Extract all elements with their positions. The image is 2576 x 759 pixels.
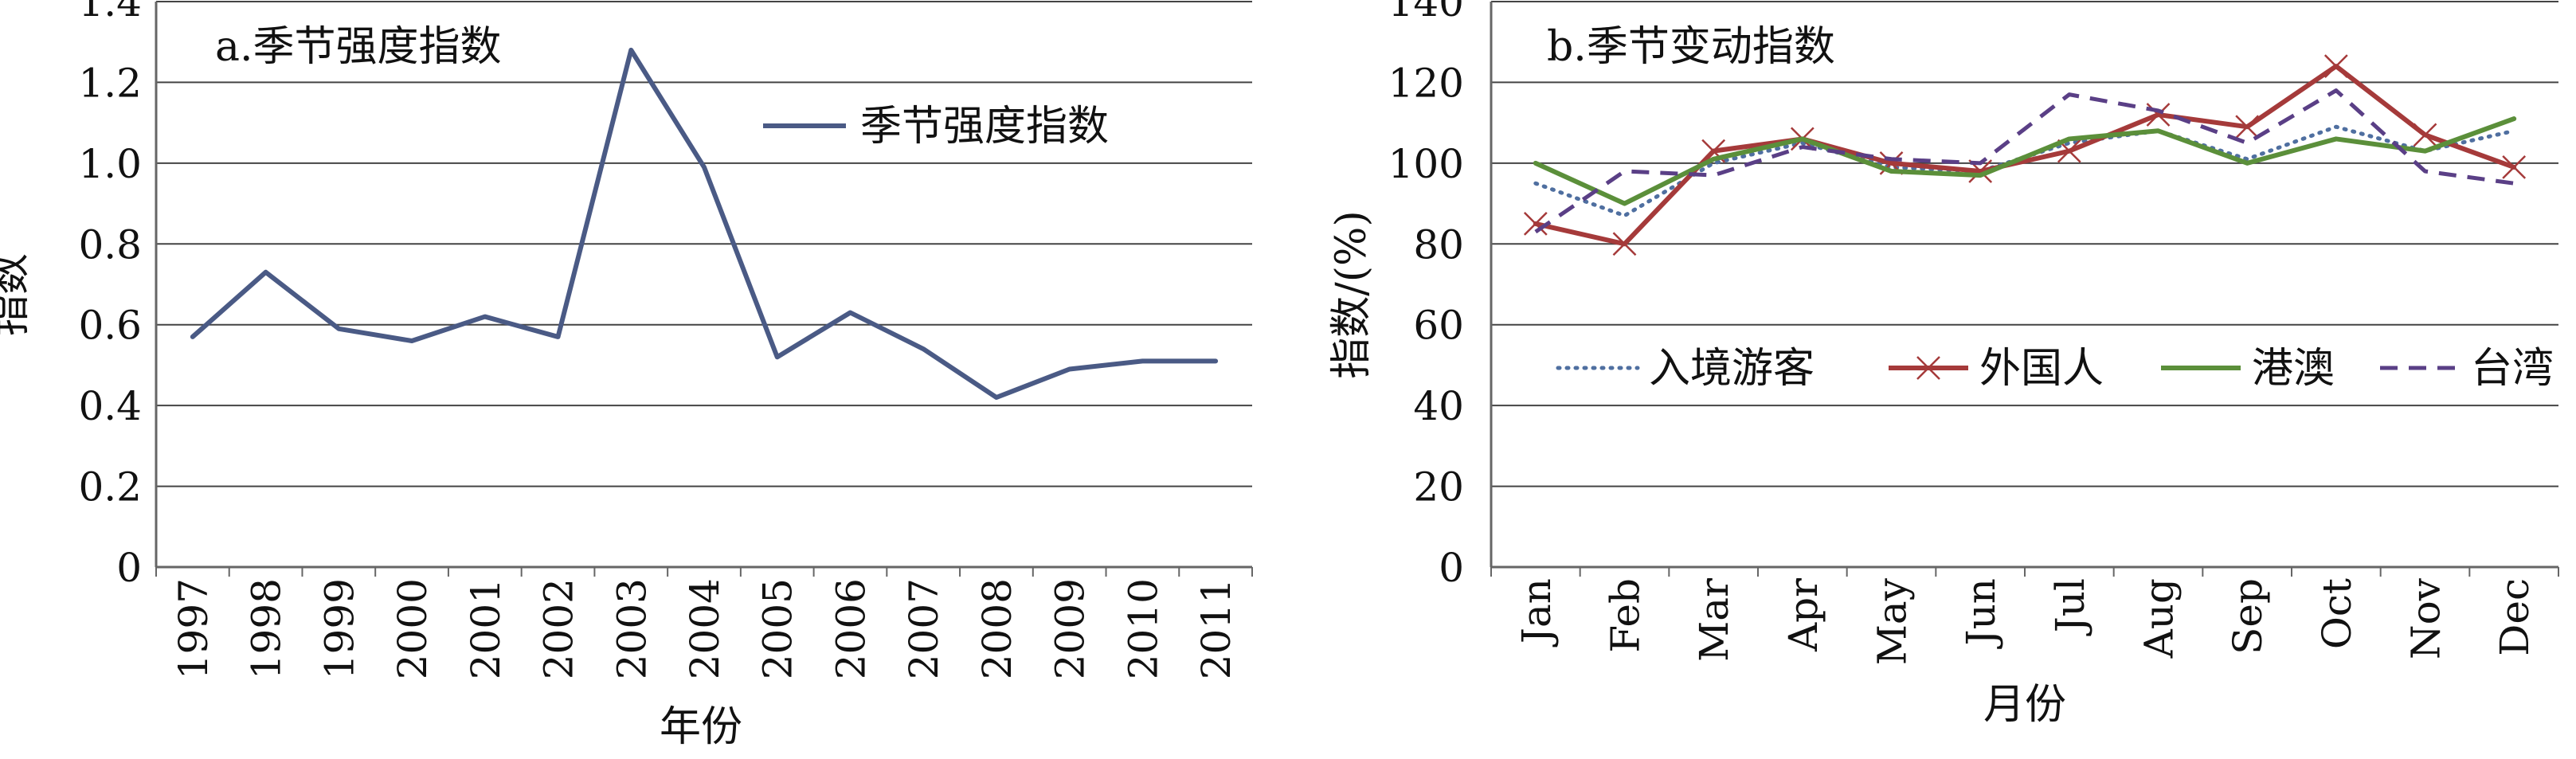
x-tick-label-Jan: Jan: [1513, 578, 1560, 647]
series-line-series-1: [1536, 127, 2514, 216]
chart-title: a.季节强度指数: [215, 23, 502, 71]
chart-title: b.季节变动指数: [1547, 23, 1835, 71]
y-tick-label-7: 140: [1388, 0, 1464, 25]
legend-label-series-3: 港澳: [2252, 345, 2335, 393]
x-tick-label-2009: 2009: [1047, 578, 1094, 679]
x-tick-label-Dec: Dec: [2492, 578, 2538, 656]
x-tick-label-1998: 1998: [244, 578, 290, 679]
legend: 入境游客 外国人 港澳 台湾: [1558, 345, 2554, 393]
x-tick-label-Feb: Feb: [1603, 578, 1649, 653]
x-tick-label-2004: 2004: [682, 578, 728, 679]
x-tick-label-Nov: Nov: [2403, 577, 2449, 659]
x-tick-label-Apr: Apr: [1780, 578, 1826, 652]
x-tick-label-2008: 2008: [974, 578, 1020, 679]
panel-a-seasonal-intensity: 0 0.2 0.4 0.6 0.8 1.0 1.2 1.4 1997 1998 1999 2000 20…: [0, 0, 1252, 751]
x-tick-label-Jul: Jul: [2047, 578, 2093, 636]
y-tick-label-5: 1.0: [78, 141, 142, 187]
x-tick-label-May: May: [1869, 577, 1916, 665]
legend-label-series-1: 季节强度指数: [860, 103, 1109, 151]
y-tick-label-0: 0: [1439, 545, 1464, 591]
y-axis-title: 指数: [0, 253, 34, 336]
y-tick-label-3: 0.6: [78, 303, 142, 349]
x-tick-label-2003: 2003: [609, 578, 655, 679]
x-tick-label-2011: 2011: [1193, 578, 1239, 679]
x-tick-label-1997: 1997: [170, 578, 217, 679]
data-point-series-2-10: [2414, 123, 2437, 146]
y-tick-label-7: 1.4: [78, 0, 142, 25]
x-tick-label-1999: 1999: [316, 578, 362, 679]
data-point-series-2-9: [2325, 55, 2347, 77]
y-tick-label-3: 60: [1413, 303, 1464, 349]
x-axis-title: 月份: [1983, 681, 2066, 729]
legend-label-series-1: 入境游客: [1649, 345, 1815, 393]
y-tick-label-1: 0.2: [78, 464, 142, 511]
x-tick-label-Sep: Sep: [2225, 578, 2271, 655]
y-tick-label-0: 0: [116, 545, 142, 591]
y-tick-label-4: 0.8: [78, 221, 142, 268]
y-tick-label-2: 0.4: [78, 383, 142, 429]
y-tick-label-4: 80: [1413, 221, 1464, 268]
legend: 季节强度指数: [763, 103, 1109, 151]
x-tick-label-2010: 2010: [1120, 578, 1166, 679]
x-tick-label-Jun: Jun: [1958, 578, 2004, 649]
x-tick-label-2007: 2007: [901, 578, 947, 679]
x-tick-label-Aug: Aug: [2136, 578, 2183, 659]
y-tick-label-1: 20: [1413, 464, 1464, 511]
legend-label-series-4: 台湾: [2471, 345, 2554, 393]
x-tick-label-2006: 2006: [828, 578, 874, 679]
x-tick-label-2005: 2005: [755, 578, 801, 679]
y-tick-label-5: 100: [1388, 141, 1464, 187]
data-point-series-2-11: [2503, 156, 2525, 178]
x-tick-label-Mar: Mar: [1691, 578, 1737, 662]
legend-label-series-2: 外国人: [1979, 345, 2104, 393]
y-tick-label-6: 120: [1388, 60, 1464, 106]
y-tick-label-6: 1.2: [78, 60, 142, 106]
x-tick-label-Oct: Oct: [2314, 578, 2360, 649]
x-tick-label-2000: 2000: [390, 578, 436, 679]
panel-b-seasonal-variation: 0 20 40 60 80 100 120 140 Jan Feb Mar Apr May Jun Jul A…: [1328, 0, 2558, 729]
x-tick-label-2001: 2001: [463, 578, 509, 679]
y-axis-title: 指数/(%): [1328, 210, 1376, 379]
x-axis-title: 年份: [660, 703, 742, 751]
x-tick-label-2002: 2002: [536, 578, 582, 679]
y-tick-label-2: 40: [1413, 383, 1464, 429]
